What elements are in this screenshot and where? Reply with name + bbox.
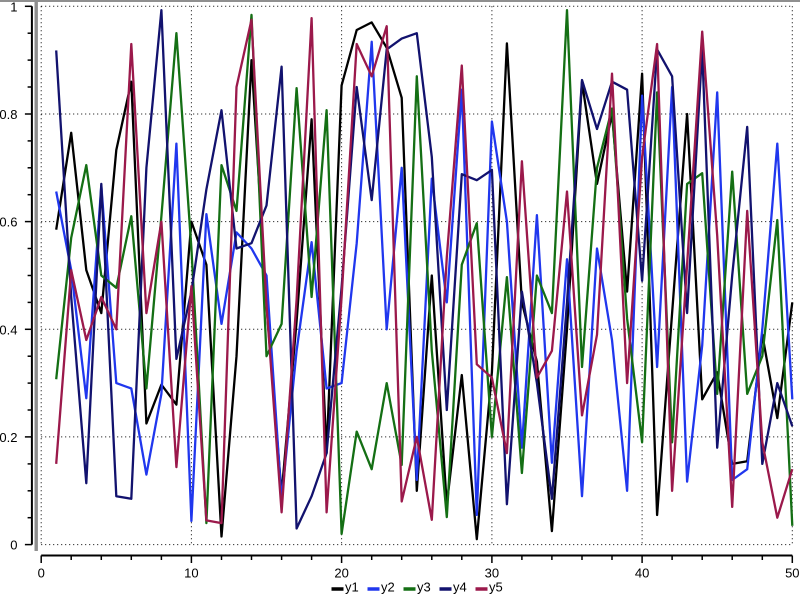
svg-text:y1: y1 [345, 580, 359, 595]
svg-text:y5: y5 [489, 580, 503, 595]
svg-text:20: 20 [334, 565, 348, 580]
svg-text:0.8: 0.8 [0, 107, 18, 122]
svg-text:50: 50 [785, 565, 799, 580]
svg-text:y2: y2 [381, 580, 395, 595]
svg-text:40: 40 [635, 565, 649, 580]
svg-text:0.4: 0.4 [0, 322, 18, 337]
svg-text:0.2: 0.2 [0, 430, 18, 445]
svg-text:0: 0 [38, 565, 45, 580]
svg-text:0.6: 0.6 [0, 215, 18, 230]
svg-text:y4: y4 [453, 580, 467, 595]
svg-text:y3: y3 [417, 580, 431, 595]
svg-text:10: 10 [184, 565, 198, 580]
svg-text:1: 1 [10, 0, 17, 14]
svg-text:0: 0 [10, 538, 17, 553]
svg-text:30: 30 [485, 565, 499, 580]
